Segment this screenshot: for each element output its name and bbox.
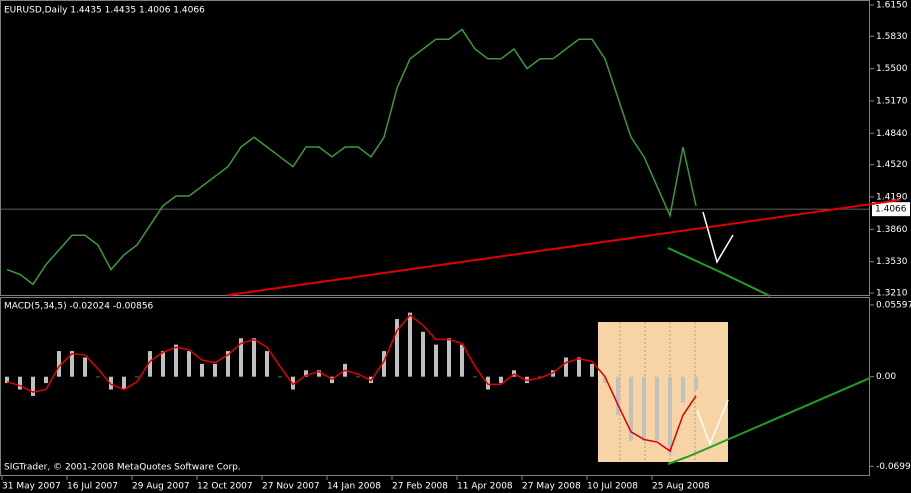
x-tick-label: 11 Apr 2008 <box>457 482 513 492</box>
macd-bar <box>5 376 9 384</box>
macd-bar <box>421 331 425 377</box>
macd-bar <box>252 338 256 377</box>
macd-bar <box>122 376 126 390</box>
wave-line <box>702 211 734 264</box>
macd-bar <box>564 357 568 377</box>
price-panel <box>0 0 870 296</box>
macd-bar <box>57 351 61 377</box>
macd-bar <box>18 376 22 390</box>
y-tick-label: 0.00 <box>876 372 896 382</box>
y-tick-label: 1.6150 <box>876 0 908 10</box>
y-tick-label: 1.3530 <box>876 257 908 267</box>
y-tick-label: 1.3210 <box>876 289 908 299</box>
macd-panel <box>0 297 870 476</box>
macd-bar <box>96 376 100 378</box>
macd-bar <box>109 376 113 390</box>
macd-bar <box>382 351 386 377</box>
macd-bar <box>135 376 139 378</box>
price-line <box>6 28 697 286</box>
macd-bar <box>317 370 321 377</box>
macd-bar <box>577 357 581 377</box>
macd-bar <box>668 376 672 454</box>
macd-bar <box>200 363 204 377</box>
macd-bar <box>356 376 360 378</box>
macd-bar <box>31 376 35 396</box>
signal-line <box>6 314 697 453</box>
macd-channel-line <box>667 377 871 465</box>
macd-bar <box>538 376 542 378</box>
macd-bar <box>408 312 412 377</box>
macd-bar <box>44 376 48 384</box>
macd-bar <box>447 338 451 377</box>
last-price-box <box>872 202 910 217</box>
x-tick-label: 14 Jan 2008 <box>327 482 381 492</box>
x-tick-label: 27 Nov 2007 <box>262 482 320 492</box>
macd-bar <box>603 376 607 384</box>
macd-bar <box>499 376 503 384</box>
macd-bar <box>473 376 477 378</box>
price-title: EURUSD,Daily 1.4435 1.4435 1.4006 1.4066 <box>4 6 205 16</box>
macd-bar <box>226 351 230 377</box>
macd-bar <box>486 376 490 390</box>
channel-line <box>667 247 771 297</box>
macd-bar <box>213 363 217 377</box>
macd-bar <box>83 357 87 377</box>
macd-bar <box>694 376 698 390</box>
x-tick-label: 16 Jul 2007 <box>67 482 118 492</box>
y-tick-label: 1.5170 <box>876 96 908 106</box>
macd-bar <box>304 370 308 377</box>
macd-bar <box>174 344 178 377</box>
macd-bar <box>148 351 152 377</box>
y-tick-label: 1.4520 <box>876 160 908 170</box>
trend-line <box>227 199 901 296</box>
x-tick-label: 27 Feb 2008 <box>392 482 448 492</box>
x-tick-label: 10 Jul 2008 <box>587 482 638 492</box>
x-tick-label: 31 May 2007 <box>2 482 61 492</box>
macd-bar <box>655 376 659 441</box>
copyright: SIGTrader, © 2001-2008 MetaQuotes Softwa… <box>4 463 241 473</box>
x-tick-label: 29 Aug 2007 <box>132 482 190 492</box>
macd-bar <box>70 351 74 377</box>
y-tick-label: 1.4840 <box>876 129 908 139</box>
macd-bar <box>460 344 464 377</box>
y-tick-label: -0.06994 <box>876 462 911 472</box>
y-tick-label: 0.05597 <box>876 300 911 310</box>
y-tick-label: 1.5500 <box>876 64 908 74</box>
last-price-label: 1.4066 <box>875 205 907 215</box>
macd-bar <box>239 338 243 377</box>
x-tick-label: 12 Oct 2007 <box>197 482 253 492</box>
macd-bar <box>291 376 295 390</box>
macd-wave-line <box>696 399 729 447</box>
macd-title: MACD(5,34,5) -0.02024 -0.00856 <box>4 302 154 312</box>
macd-bar <box>681 376 685 403</box>
macd-bar <box>187 351 191 377</box>
macd-bar <box>434 344 438 377</box>
macd-bar <box>642 376 646 441</box>
y-tick-label: 1.3860 <box>876 225 908 235</box>
x-tick-label: 27 May 2008 <box>522 482 581 492</box>
macd-bar <box>265 351 269 377</box>
y-tick-label: 1.4190 <box>876 193 908 203</box>
x-tick-label: 25 Aug 2008 <box>652 482 710 492</box>
macd-bar <box>616 376 620 416</box>
macd-bar <box>590 363 594 377</box>
macd-bar <box>161 351 165 377</box>
macd-bar <box>395 319 399 377</box>
y-tick-label: 1.5830 <box>876 32 908 42</box>
macd-bar <box>629 376 633 441</box>
macd-bar <box>278 376 282 378</box>
